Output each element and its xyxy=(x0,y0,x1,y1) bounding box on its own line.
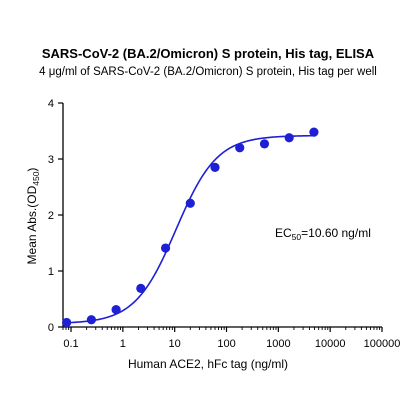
data-points-layer xyxy=(62,127,319,328)
axes: 0 1 2 3 4 0.1 1 10 100 1000 10000 100000 xyxy=(48,98,400,350)
chart-title: SARS-CoV-2 (BA.2/Omicron) S protein, His… xyxy=(42,46,375,61)
chart-subtitle: 4 μg/ml of SARS-CoV-2 (BA.2/Omicron) S p… xyxy=(39,66,377,78)
y-axis-label-subscript: 450 xyxy=(31,171,41,185)
x-tick-label: 1000 xyxy=(266,338,290,350)
y-axis-label-text: Mean Abs.(OD450) xyxy=(25,168,41,265)
y-axis-label-end: ) xyxy=(25,168,39,172)
ec50-prefix: EC xyxy=(275,226,292,240)
data-point xyxy=(284,133,294,143)
fit-curve xyxy=(66,134,314,324)
data-point xyxy=(210,162,220,172)
y-axis-label: Mean Abs.(OD450) xyxy=(25,168,41,265)
y-tick-label: 3 xyxy=(48,154,54,166)
x-tick-label: 10 xyxy=(169,338,181,350)
data-point xyxy=(111,305,121,315)
x-tick-label: 100000 xyxy=(364,338,401,350)
data-point xyxy=(309,127,319,137)
data-point xyxy=(259,139,270,149)
x-axis-label: Human ACE2, hFc tag (ng/ml) xyxy=(128,357,288,371)
y-tick-label: 1 xyxy=(48,266,54,278)
data-point xyxy=(86,315,96,325)
ec50-subscript: 50 xyxy=(292,232,302,242)
y-tick-label: 4 xyxy=(48,98,54,110)
data-point xyxy=(160,243,171,253)
ec50-value: =10.60 ng/ml xyxy=(301,226,371,240)
x-tick-label: 100 xyxy=(217,338,235,350)
data-point xyxy=(136,283,146,293)
data-point xyxy=(235,143,245,153)
x-tick-label: 0.1 xyxy=(63,338,78,350)
data-point xyxy=(62,317,72,328)
y-tick-label: 2 xyxy=(48,210,54,222)
data-point xyxy=(185,198,195,208)
x-tick-label: 1 xyxy=(120,338,126,350)
ec50-annotation: EC50=10.60 ng/ml xyxy=(275,226,371,242)
x-tick-label: 10000 xyxy=(315,338,346,350)
fit-curve-layer xyxy=(66,134,314,324)
y-axis-label-main: Mean Abs.(OD xyxy=(25,185,39,264)
y-tick-label: 0 xyxy=(48,322,54,334)
